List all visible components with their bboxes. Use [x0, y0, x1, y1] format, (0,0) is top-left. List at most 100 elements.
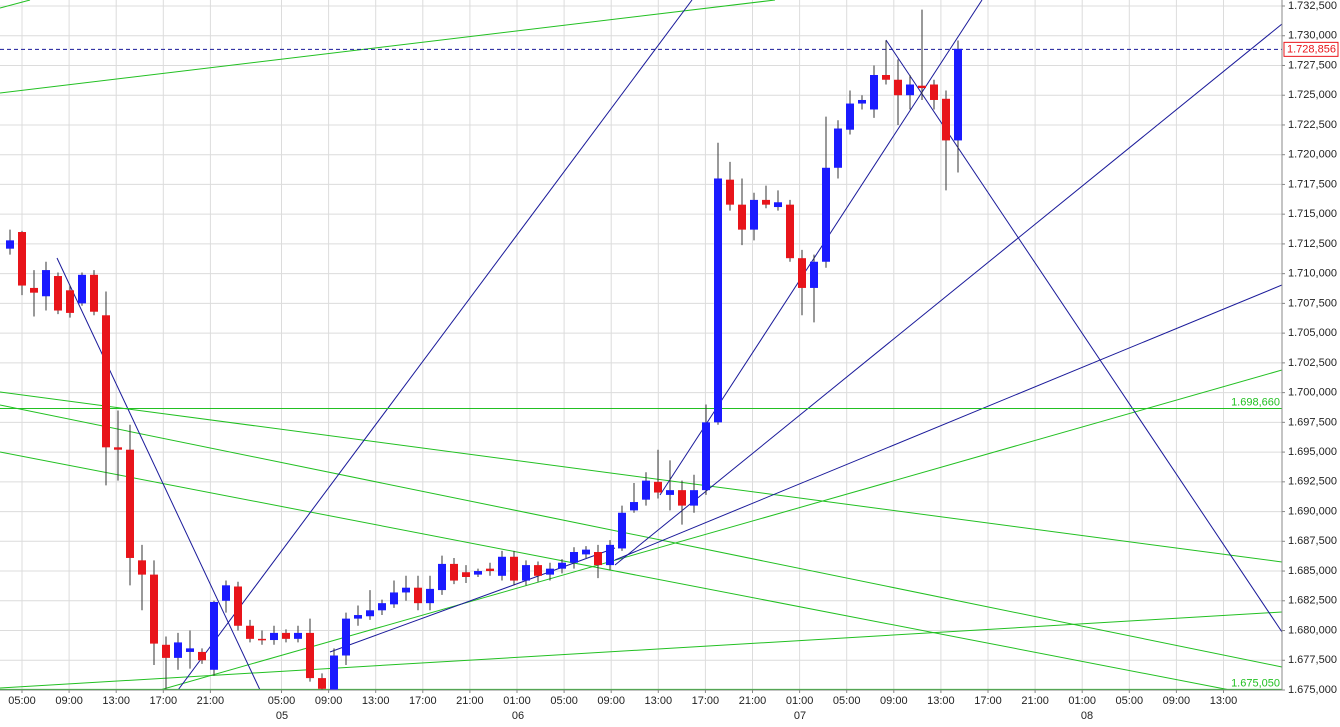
y-tick-label: 1.732,500 — [1288, 0, 1337, 12]
candle-body — [570, 552, 578, 563]
candle-body — [666, 490, 674, 495]
y-tick-label: 1.692,500 — [1288, 476, 1337, 488]
candle-body — [582, 549, 590, 555]
x-tick-label: 09:00 — [315, 695, 343, 707]
candle-body — [606, 544, 614, 566]
candle-body — [126, 449, 134, 558]
x-tick-label: 21:00 — [456, 695, 484, 707]
y-tick-label: 1.682,500 — [1288, 595, 1337, 607]
candle-body — [774, 202, 782, 208]
level-label: 1.698,660 — [1231, 396, 1280, 408]
day-label: 05 — [276, 710, 288, 722]
x-tick-label: 01:00 — [786, 695, 814, 707]
candle-body — [210, 601, 218, 670]
y-tick-label: 1.720,000 — [1288, 149, 1337, 161]
candle-body — [558, 562, 566, 569]
current-price-label: 1.728,856 — [1287, 43, 1336, 55]
candle-body — [534, 565, 542, 576]
candle-body — [498, 556, 506, 576]
x-tick-label: 05:00 — [268, 695, 296, 707]
day-label: 08 — [1081, 710, 1093, 722]
x-tick-label: 09:00 — [880, 695, 908, 707]
candle-body — [258, 638, 266, 641]
candle-body — [930, 84, 938, 100]
x-tick-label: 17:00 — [150, 695, 178, 707]
candle-body — [918, 85, 926, 89]
trendline — [177, 0, 693, 690]
candle-body — [54, 276, 62, 311]
x-tick-label: 01:00 — [1068, 695, 1096, 707]
y-tick-label: 1.705,000 — [1288, 327, 1337, 339]
trendline — [614, 23, 1282, 566]
candle-body — [786, 204, 794, 259]
x-tick-label: 05:00 — [833, 695, 861, 707]
candle-body — [450, 563, 458, 581]
candle-body — [870, 74, 878, 110]
candle-body — [342, 618, 350, 656]
x-tick-label: 09:00 — [55, 695, 83, 707]
y-tick-label: 1.715,000 — [1288, 208, 1337, 220]
candle-body — [714, 178, 722, 423]
candle-body — [654, 481, 662, 493]
y-tick-label: 1.725,000 — [1288, 89, 1337, 101]
candle-body — [942, 98, 950, 141]
candle-body — [6, 240, 14, 249]
trendline — [0, 0, 31, 9]
y-tick-label: 1.707,500 — [1288, 297, 1337, 309]
x-tick-label: 13:00 — [1210, 695, 1238, 707]
y-tick-label: 1.677,500 — [1288, 654, 1337, 666]
candle-body — [390, 592, 398, 605]
candle-body — [798, 258, 806, 288]
y-tick-label: 1.687,500 — [1288, 535, 1337, 547]
candle-body — [198, 651, 206, 661]
y-tick-label: 1.722,500 — [1288, 119, 1337, 131]
candle-body — [18, 232, 26, 286]
candle-body — [738, 204, 746, 230]
candle-body — [294, 632, 302, 639]
levels: 1.698,660 1.675,050 — [0, 48, 1282, 690]
candle-body — [510, 556, 518, 581]
axes: 1.675,000 1.677,500 1.680,000 1.682,500 1.68… — [8, 0, 1339, 722]
candle-body — [762, 199, 770, 205]
candle-body — [90, 274, 98, 312]
candle-body — [378, 603, 386, 611]
x-tick-label: 21:00 — [1021, 695, 1049, 707]
trendline — [0, 404, 1282, 668]
candle-body — [750, 199, 758, 230]
candle-body — [174, 642, 182, 658]
candle-body — [834, 128, 842, 168]
candle-body — [186, 648, 194, 652]
x-tick-label: 13:00 — [927, 695, 955, 707]
candle-body — [366, 610, 374, 617]
candle-body — [66, 290, 74, 313]
y-tick-label: 1.727,500 — [1288, 59, 1337, 71]
candle-body — [906, 84, 914, 96]
candles — [6, 9, 962, 690]
y-tick-label: 1.675,000 — [1288, 684, 1337, 696]
trendline — [0, 451, 1231, 690]
y-tick-label: 1.685,000 — [1288, 565, 1337, 577]
candle-body — [702, 422, 710, 491]
candle-body — [306, 632, 314, 679]
trendline — [56, 257, 261, 690]
candle-body — [426, 588, 434, 604]
candle-body — [690, 490, 698, 506]
candle-body — [642, 480, 650, 500]
x-tick-label: 13:00 — [102, 695, 130, 707]
x-tick-label: 21:00 — [739, 695, 767, 707]
x-tick-label: 17:00 — [409, 695, 437, 707]
candle-body — [882, 74, 890, 80]
x-tick-label: 17:00 — [974, 695, 1002, 707]
candle-body — [618, 512, 626, 549]
x-tick-label: 21:00 — [197, 695, 225, 707]
x-tick-label: 01:00 — [503, 695, 531, 707]
day-label: 07 — [794, 710, 806, 722]
candle-body — [462, 572, 470, 577]
candle-body — [414, 587, 422, 604]
candle-body — [486, 568, 494, 572]
candle-body — [522, 565, 530, 581]
candle-body — [546, 568, 554, 575]
candle-body — [270, 632, 278, 641]
